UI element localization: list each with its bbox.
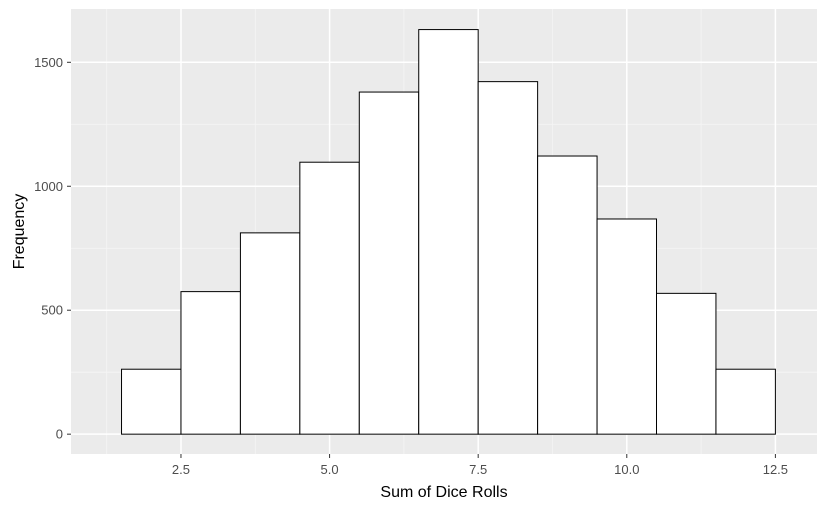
histogram-bar (537, 155, 598, 435)
x-tick-label: 2.5 (172, 462, 190, 477)
y-tick-label: 1500 (34, 55, 63, 70)
histogram-bar (239, 232, 301, 435)
histogram-bar (596, 218, 658, 435)
histogram-bar (299, 161, 360, 435)
y-tick-label: 500 (41, 303, 63, 318)
histogram-bar (121, 368, 182, 435)
y-tick-label: 0 (56, 427, 63, 442)
histogram-bar (656, 292, 717, 435)
y-tick-label: 1000 (34, 179, 63, 194)
y-axis-title: Frequency (11, 194, 28, 270)
histogram-bar (180, 291, 241, 435)
histogram-bar (715, 368, 776, 435)
x-tick-label: 10.0 (614, 462, 639, 477)
histogram-bar (358, 91, 420, 435)
x-tick-label: 5.0 (321, 462, 339, 477)
histogram-bar (418, 29, 479, 435)
x-tick-label: 7.5 (469, 462, 487, 477)
histogram-bar (477, 81, 539, 435)
x-tick-label: 12.5 (763, 462, 788, 477)
axis-ticks: 2.5 5.0 7.5 10.0 12.5 0 500 1000 1500 (34, 55, 788, 477)
x-axis-title: Sum of Dice Rolls (380, 484, 507, 501)
histogram-bars (121, 29, 776, 435)
